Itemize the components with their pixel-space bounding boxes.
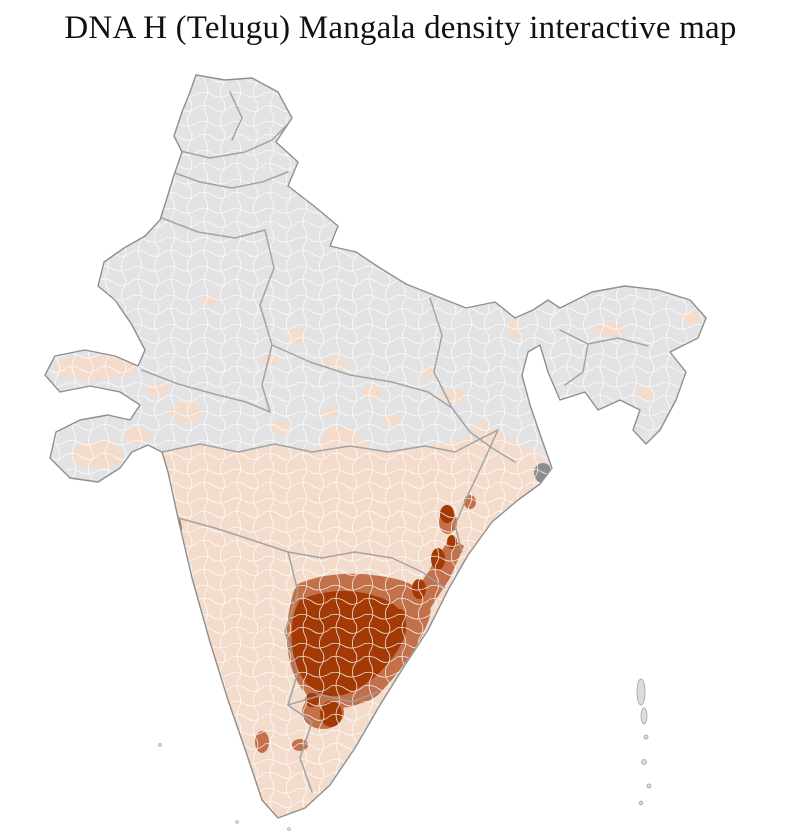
page-title: DNA H (Telugu) Mangala density interacti… [64,10,737,46]
andaman-nicobar-islands[interactable] [636,678,652,806]
lakshadweep-islands [158,743,291,831]
